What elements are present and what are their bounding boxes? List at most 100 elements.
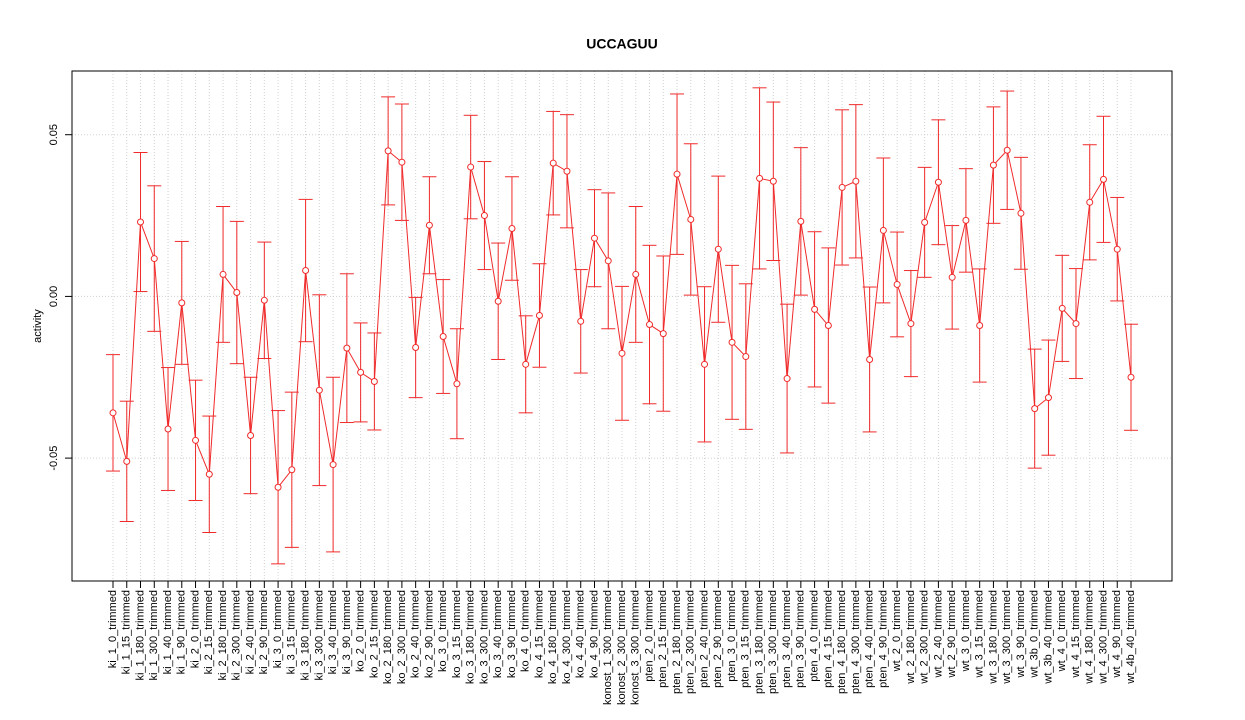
data-point [797, 217, 805, 225]
x-tick-label: wt_3b_40_trimmed [1042, 590, 1054, 685]
data-point [205, 470, 213, 478]
x-tick-label: ki_2_90_trimmed [258, 590, 270, 674]
data-point [192, 436, 200, 444]
data-point [756, 174, 764, 182]
data-point [1044, 394, 1052, 402]
x-tick-label: ki_3_300_trimmed [313, 590, 325, 681]
x-tick-label: wt_3_0_trimmed [960, 590, 972, 672]
x-tick-label: pten_3_15_trimmed [740, 590, 752, 688]
x-tick-label: wt_2_40_trimmed [932, 590, 944, 678]
data-point [590, 234, 598, 242]
data-point [274, 483, 282, 491]
data-point [1072, 320, 1080, 328]
x-tick-label: wt_3_180_trimmed [987, 590, 999, 685]
x-tick-label: pten_2_15_trimmed [657, 590, 669, 688]
data-point [659, 330, 667, 338]
x-tick-label: wt_4_15_trimmed [1070, 590, 1082, 678]
x-tick-label: pten_4_0_trimmed [809, 590, 821, 682]
x-tick-label: konost_1_300_trimmed [602, 590, 614, 705]
data-point [123, 457, 131, 465]
x-tick-label: ki_3_0_trimmed [272, 590, 284, 668]
data-point [522, 360, 530, 368]
data-point [728, 338, 736, 346]
data-point [866, 355, 874, 363]
data-point [247, 431, 255, 439]
x-tick-label: ki_1_300_trimmed [148, 590, 160, 681]
x-tick-label: pten_2_0_trimmed [643, 590, 655, 682]
data-point [921, 218, 929, 226]
plot-frame [71, 70, 1173, 582]
data-point [480, 212, 488, 220]
y-tick-label: -0.05 [48, 446, 60, 471]
x-tick-label: ki_2_15_trimmed [203, 590, 215, 674]
x-tick-label: pten_4_15_trimmed [822, 590, 834, 688]
x-tick-label: ki_1_40_trimmed [162, 590, 174, 674]
data-point [618, 349, 626, 357]
x-tick-label: ki_3_15_trimmed [286, 590, 298, 674]
data-point [687, 215, 695, 223]
x-tick-label: ko_4_90_trimmed [588, 590, 600, 678]
x-tick-label: ko_2_180_trimmed [382, 590, 394, 684]
x-tick-label: ko_2_40_trimmed [410, 590, 422, 678]
data-point [439, 333, 447, 341]
data-point [1031, 405, 1039, 413]
x-tick-label: ko_3_90_trimmed [506, 590, 518, 678]
x-tick-label: pten_2_300_trimmed [685, 590, 697, 694]
x-tick-label: ki_1_90_trimmed [176, 590, 188, 674]
data-point [329, 461, 337, 469]
data-point [109, 409, 117, 417]
x-tick-label: pten_3_0_trimmed [726, 590, 738, 682]
x-tick-label: wt_3_90_trimmed [1015, 590, 1027, 678]
data-point [948, 273, 956, 281]
data-point [137, 218, 145, 226]
x-tick-label: ki_2_40_trimmed [244, 590, 256, 674]
x-tick-label: pten_3_90_trimmed [795, 590, 807, 688]
y-axis-label: activity [32, 309, 44, 343]
data-point [604, 257, 612, 265]
data-point [824, 322, 832, 330]
data-point [769, 177, 777, 185]
data-point [549, 159, 557, 167]
x-tick-label: ko_3_0_trimmed [437, 590, 449, 672]
x-tick-label: pten_3_40_trimmed [781, 590, 793, 688]
x-tick-label: wt_3_15_trimmed [974, 590, 986, 678]
data-point [370, 377, 378, 385]
x-tick-label: ko_3_180_trimmed [465, 590, 477, 684]
x-tick-label: ki_1_0_trimmed [107, 590, 119, 668]
x-tick-label: ko_4_300_trimmed [561, 590, 573, 684]
x-tick-label: wt_3_300_trimmed [1001, 590, 1013, 685]
data-point [1058, 304, 1066, 312]
x-tick-label: wt_2_0_trimmed [891, 590, 903, 672]
data-point [714, 245, 722, 253]
data-point [508, 224, 516, 232]
y-tick-label: 0.00 [48, 286, 60, 307]
x-tick-label: ki_1_180_trimmed [134, 590, 146, 681]
x-tick-label: ko_3_15_trimmed [451, 590, 463, 678]
x-tick-label: ki_3_40_trimmed [327, 590, 339, 674]
data-point [1127, 373, 1135, 381]
x-tick-label: pten_2_90_trimmed [712, 590, 724, 688]
x-tick-label: ko_4_0_trimmed [520, 590, 532, 672]
x-tick-label: ko_2_15_trimmed [368, 590, 380, 678]
x-tick-label: ki_3_180_trimmed [300, 590, 312, 681]
data-point [453, 380, 461, 388]
x-tick-label: pten_3_180_trimmed [753, 590, 765, 694]
data-point [962, 216, 970, 224]
x-tick-label: ki_2_300_trimmed [231, 590, 243, 681]
x-tick-label: ki_2_0_trimmed [189, 590, 201, 668]
data-point [384, 147, 392, 155]
data-point [412, 344, 420, 352]
x-tick-label: ki_2_180_trimmed [217, 590, 229, 681]
x-tick-label: pten_3_300_trimmed [767, 590, 779, 694]
x-tick-label: wt_4_90_trimmed [1111, 590, 1123, 678]
data-point [989, 161, 997, 169]
data-point [219, 270, 227, 278]
data-point [398, 158, 406, 166]
data-point [701, 360, 709, 368]
x-tick-label: pten_4_40_trimmed [864, 590, 876, 688]
x-tick-label: ko_3_40_trimmed [492, 590, 504, 678]
data-point [150, 255, 158, 263]
data-point [783, 375, 791, 383]
data-point [838, 183, 846, 191]
data-point [288, 466, 296, 474]
